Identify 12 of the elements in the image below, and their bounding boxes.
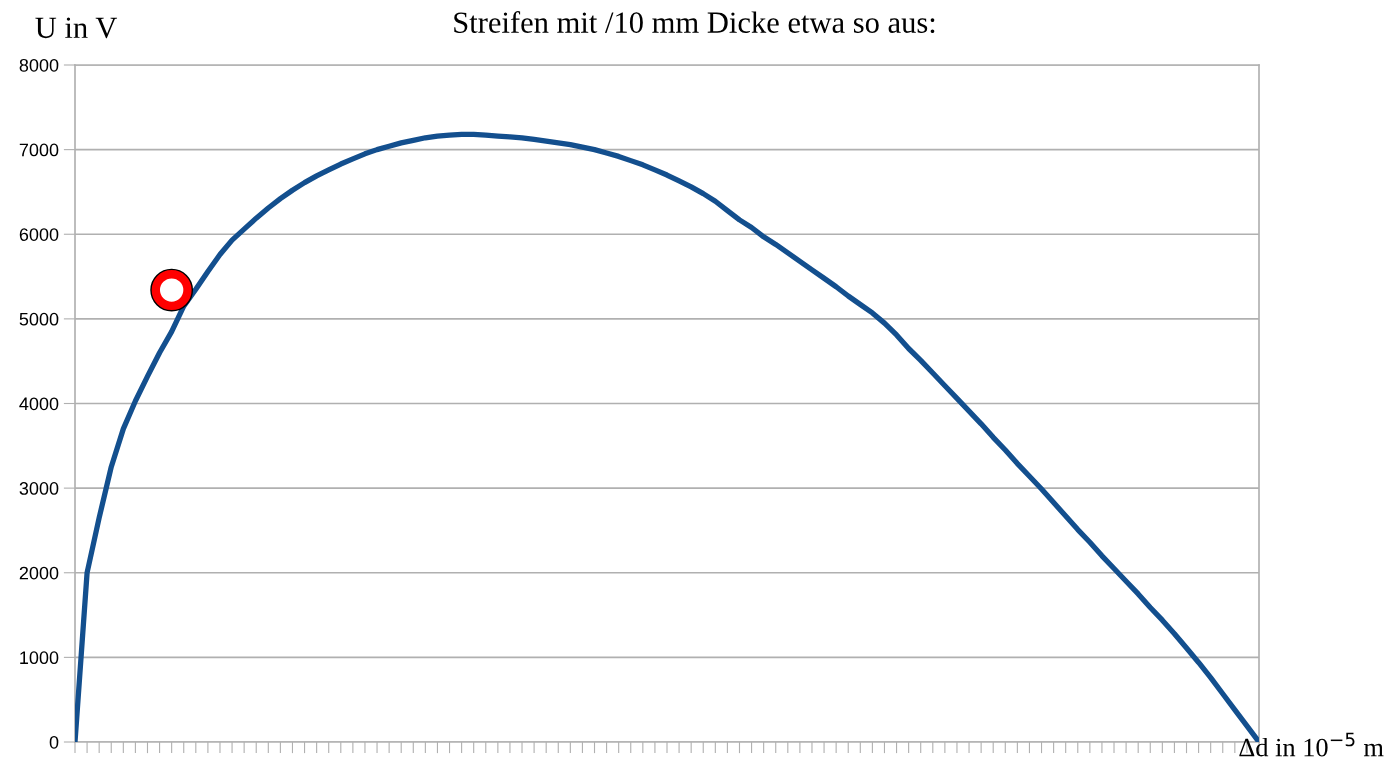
y-tick-label: 3000 [19, 482, 59, 495]
y-tick-label: 4000 [19, 397, 59, 411]
x-axis-title: Δd in 10$^{−5}$ m [1239, 732, 1384, 757]
y-axis-title: U in V [35, 17, 118, 39]
y-tick-label: 2000 [19, 566, 59, 580]
y-tick-label: 8000 [19, 58, 59, 72]
y-tick-label: 7000 [19, 143, 59, 157]
y-tick-label: 1000 [20, 651, 59, 665]
chart-title: Streifen mit /10 mm Dicke etwa so aus: [454, 11, 935, 34]
y-tick-label: 5000 [19, 312, 59, 326]
y-tick-label: 6000 [19, 228, 59, 241]
y-tick-label: 0 [49, 735, 59, 749]
